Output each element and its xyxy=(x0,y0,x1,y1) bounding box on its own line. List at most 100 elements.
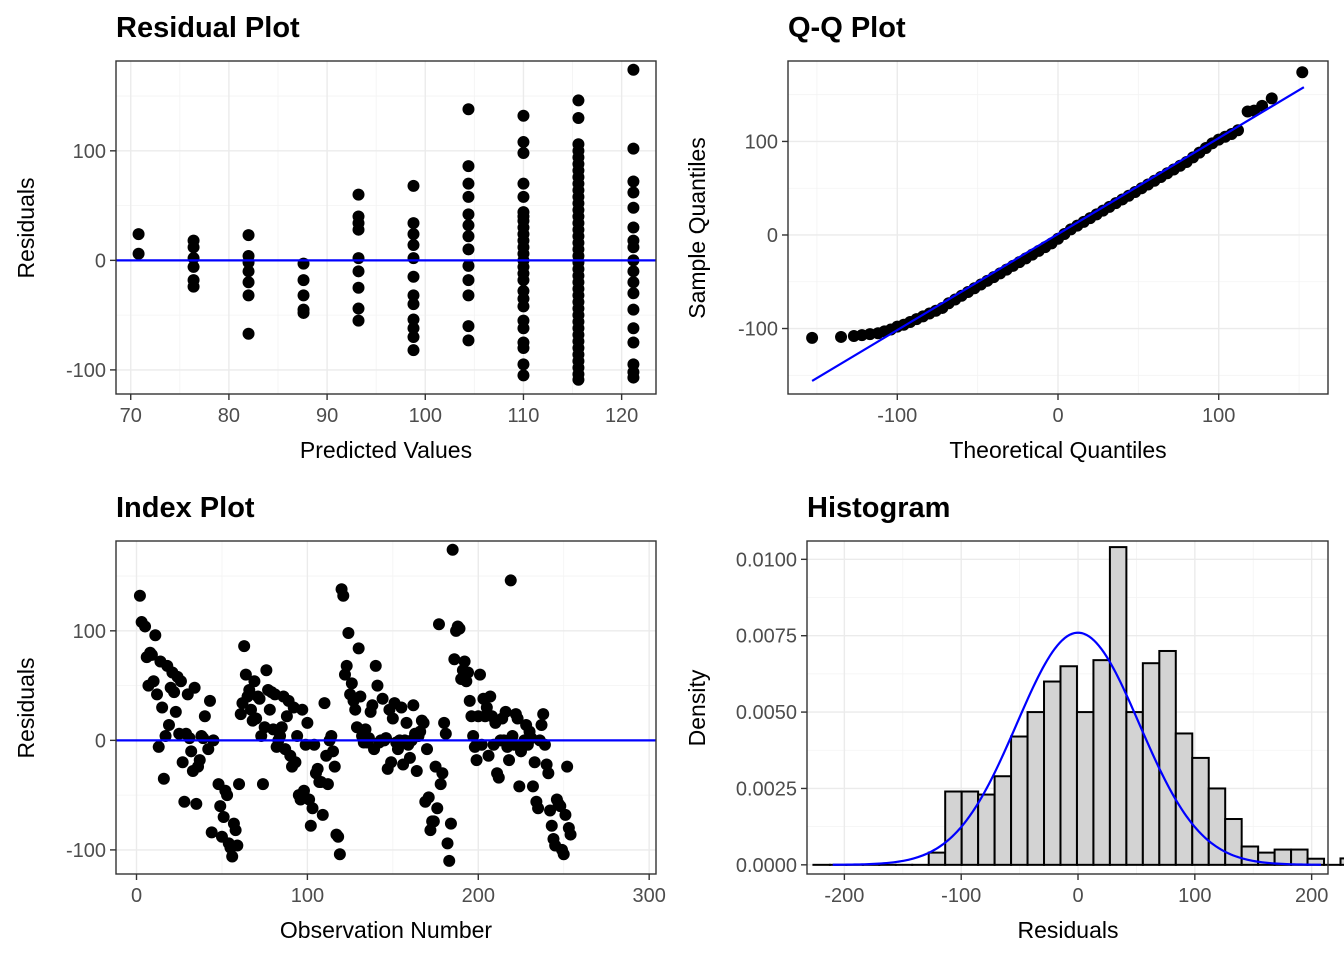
index-point xyxy=(400,716,413,729)
index-point xyxy=(422,791,435,804)
residual-point xyxy=(407,331,420,344)
qq-point xyxy=(1296,66,1309,79)
index-point xyxy=(333,848,346,861)
index-point xyxy=(467,729,480,742)
index-point xyxy=(297,784,310,797)
residual-point xyxy=(187,241,200,254)
index-plot-border xyxy=(115,540,657,875)
index-point xyxy=(503,754,516,767)
histogram-title: Histogram xyxy=(807,492,950,524)
index-point xyxy=(421,743,434,756)
index-point xyxy=(327,745,340,758)
index-point xyxy=(532,802,545,815)
residual-point xyxy=(187,280,200,293)
index-point xyxy=(538,738,551,751)
index-plot-title: Index Plot xyxy=(116,492,255,524)
index-point xyxy=(214,800,227,813)
residual-point xyxy=(627,186,640,199)
residual-point xyxy=(572,373,585,386)
residual-point xyxy=(462,334,475,347)
index-point xyxy=(380,732,392,745)
index-point xyxy=(197,732,210,745)
index-point xyxy=(340,659,353,672)
histogram-bar xyxy=(1125,711,1144,866)
histogram-bar xyxy=(1207,787,1227,866)
index-point xyxy=(243,683,256,696)
histogram-ytick-label: 0.0000 xyxy=(736,855,797,877)
index-xtick-label: 0 xyxy=(131,885,142,907)
index-point xyxy=(162,719,175,732)
index-point xyxy=(386,712,399,725)
index-point xyxy=(354,690,367,703)
residual-point xyxy=(462,190,475,203)
index-point xyxy=(564,828,577,841)
residual-point xyxy=(627,201,640,214)
residual-point xyxy=(407,322,420,335)
index-point xyxy=(537,708,550,721)
index-point xyxy=(463,694,476,707)
index-point xyxy=(470,754,483,767)
index-point xyxy=(352,642,365,655)
index-point xyxy=(385,756,398,769)
histogram-bar xyxy=(1290,848,1309,866)
residual-plot-ylabel: Residuals xyxy=(13,178,39,279)
residual-point xyxy=(407,252,420,265)
qq-xtick-label: 100 xyxy=(1202,405,1235,427)
residual-point xyxy=(242,327,255,340)
residual-point xyxy=(627,63,640,76)
index-point xyxy=(439,727,452,740)
residual-point xyxy=(462,160,475,173)
index-point xyxy=(371,679,384,692)
index-point xyxy=(403,751,416,764)
residual-point xyxy=(242,289,255,302)
index-point xyxy=(438,716,451,729)
index-point xyxy=(513,780,526,793)
qq-xtick-label: -100 xyxy=(877,405,917,427)
index-point xyxy=(511,712,524,725)
residual-point xyxy=(407,239,420,252)
residual-point xyxy=(517,322,530,335)
index-ytick-label: 100 xyxy=(73,621,106,643)
index-point xyxy=(234,708,247,721)
residual-point xyxy=(517,190,530,203)
residual-point xyxy=(517,300,530,313)
residual-point xyxy=(627,175,640,188)
histogram-ytick-label: 0.0100 xyxy=(736,549,797,571)
residual-point xyxy=(627,276,640,289)
residual-xtick-label: 70 xyxy=(120,405,142,427)
residual-point xyxy=(462,274,475,287)
residual-point xyxy=(297,289,310,302)
index-point xyxy=(484,690,497,703)
index-point xyxy=(168,686,181,699)
qq-reference-line xyxy=(811,86,1305,382)
index-point xyxy=(453,622,466,635)
index-point xyxy=(535,719,548,732)
qq-plot-xlabel: Theoretical Quantiles xyxy=(949,437,1166,463)
index-point xyxy=(441,837,454,850)
index-point xyxy=(133,589,146,602)
residual-point xyxy=(462,259,475,272)
index-point xyxy=(226,850,239,863)
index-point xyxy=(239,668,252,681)
index-plot-xlabel: Observation Number xyxy=(280,917,493,943)
index-point xyxy=(238,640,251,653)
index-point xyxy=(233,778,246,791)
residual-point xyxy=(242,276,255,289)
index-point xyxy=(417,716,430,729)
index-point xyxy=(316,808,329,821)
residual-point xyxy=(352,188,365,201)
histogram-bar xyxy=(1191,756,1210,866)
index-point xyxy=(559,808,572,821)
residual-point xyxy=(572,94,585,107)
histogram-ytick-label: 0.0025 xyxy=(736,778,797,800)
residual-xtick-label: 90 xyxy=(316,405,338,427)
residual-plot-title: Residual Plot xyxy=(116,12,300,44)
index-point xyxy=(475,738,488,751)
residual-point xyxy=(352,302,365,315)
histogram-border xyxy=(806,540,1329,875)
residual-point xyxy=(242,265,255,278)
index-point xyxy=(545,819,558,832)
index-point xyxy=(229,824,242,837)
index-point xyxy=(462,666,475,679)
residual-point xyxy=(407,289,420,302)
